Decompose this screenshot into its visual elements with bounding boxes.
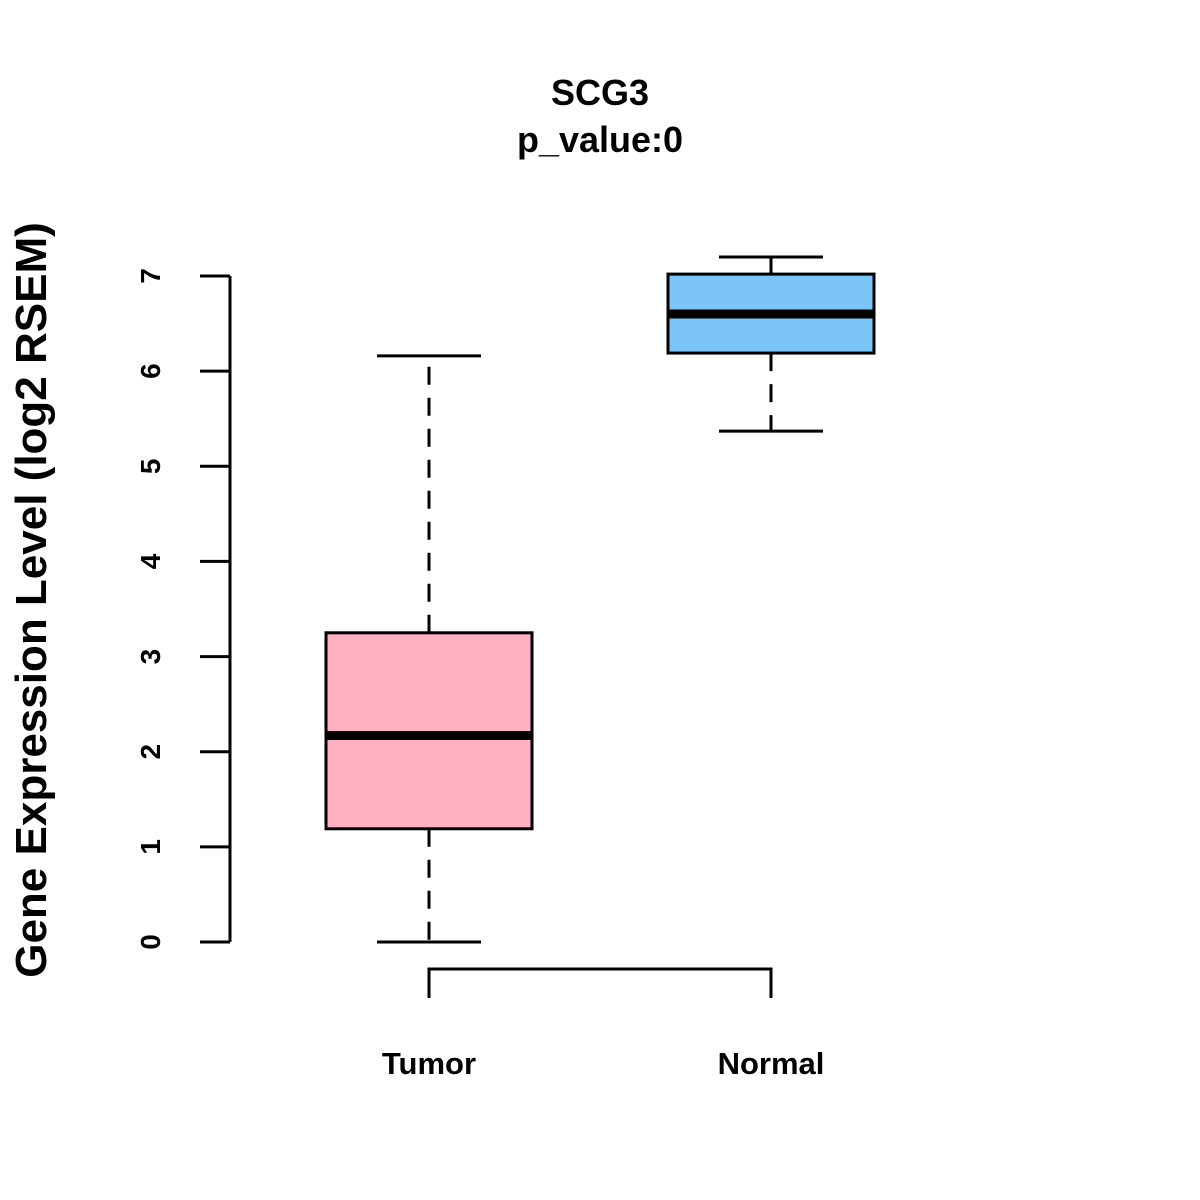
x-category-label-tumor: Tumor [382, 1046, 476, 1081]
y-tick-label: 2 [135, 744, 166, 760]
y-tick-label: 5 [135, 458, 166, 474]
box-tumor [324, 354, 534, 944]
chart-subtitle: p_value:0 [517, 119, 683, 160]
y-tick-label: 6 [135, 363, 166, 379]
y-axis-label: Gene Expression Level (log2 RSEM) [7, 222, 56, 978]
y-tick-label: 7 [135, 268, 166, 284]
bracket-line [427, 967, 773, 998]
x-category-label-normal: Normal [718, 1046, 825, 1081]
y-tick-label: 4 [135, 553, 166, 569]
y-tick-label: 3 [135, 649, 166, 665]
x-axis-labels: Tumor Normal [382, 1046, 824, 1081]
comparison-bracket [427, 967, 773, 998]
box-series-group [324, 255, 876, 944]
interquartile-box [324, 631, 534, 831]
y-tick-label: 1 [135, 839, 166, 855]
y-axis: 0 1 2 3 4 5 6 7 [135, 268, 232, 950]
chart-title: SCG3 [551, 72, 649, 113]
y-tick-label: 0 [135, 934, 166, 950]
box-normal [666, 255, 876, 433]
